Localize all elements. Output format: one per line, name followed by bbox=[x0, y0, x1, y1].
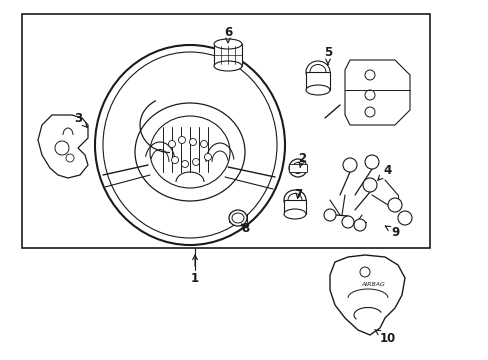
Text: 4: 4 bbox=[377, 163, 391, 180]
Ellipse shape bbox=[103, 52, 276, 238]
Text: 2: 2 bbox=[297, 152, 305, 167]
Circle shape bbox=[342, 158, 356, 172]
Circle shape bbox=[178, 136, 185, 144]
Ellipse shape bbox=[214, 39, 242, 49]
Text: 9: 9 bbox=[385, 225, 398, 238]
Circle shape bbox=[353, 219, 365, 231]
Polygon shape bbox=[38, 115, 88, 178]
Ellipse shape bbox=[288, 159, 306, 177]
Ellipse shape bbox=[284, 190, 305, 210]
Text: 8: 8 bbox=[241, 221, 248, 234]
Circle shape bbox=[387, 198, 401, 212]
Circle shape bbox=[364, 107, 374, 117]
Circle shape bbox=[324, 209, 335, 221]
Circle shape bbox=[200, 140, 207, 148]
Ellipse shape bbox=[95, 45, 285, 245]
Circle shape bbox=[359, 267, 369, 277]
Bar bbox=[284, 200, 305, 214]
Text: 10: 10 bbox=[374, 330, 395, 345]
Ellipse shape bbox=[284, 209, 305, 219]
Ellipse shape bbox=[135, 103, 244, 201]
Circle shape bbox=[192, 158, 199, 166]
Ellipse shape bbox=[214, 61, 242, 71]
Polygon shape bbox=[345, 60, 409, 125]
Text: 5: 5 bbox=[323, 45, 331, 64]
Circle shape bbox=[397, 211, 411, 225]
Text: AIRBAG: AIRBAG bbox=[360, 283, 384, 288]
Circle shape bbox=[181, 161, 188, 167]
Text: 7: 7 bbox=[293, 189, 302, 202]
Text: 6: 6 bbox=[224, 26, 232, 43]
Ellipse shape bbox=[231, 213, 244, 223]
Circle shape bbox=[364, 155, 378, 169]
Ellipse shape bbox=[309, 64, 325, 80]
Text: 3: 3 bbox=[74, 112, 87, 127]
Ellipse shape bbox=[305, 61, 329, 83]
Circle shape bbox=[362, 178, 376, 192]
Ellipse shape bbox=[287, 194, 302, 207]
Bar bbox=[22, 14, 429, 248]
Bar bbox=[305, 72, 329, 90]
Circle shape bbox=[189, 139, 196, 145]
Circle shape bbox=[364, 90, 374, 100]
Text: 1: 1 bbox=[190, 255, 199, 284]
Bar bbox=[288, 164, 306, 172]
Ellipse shape bbox=[292, 162, 303, 174]
Ellipse shape bbox=[228, 210, 246, 226]
Ellipse shape bbox=[305, 85, 329, 95]
Bar bbox=[214, 44, 242, 66]
Circle shape bbox=[204, 153, 211, 161]
Circle shape bbox=[171, 157, 178, 163]
Polygon shape bbox=[329, 255, 404, 335]
Ellipse shape bbox=[150, 116, 229, 188]
Circle shape bbox=[341, 216, 353, 228]
Circle shape bbox=[168, 140, 175, 148]
Circle shape bbox=[364, 70, 374, 80]
